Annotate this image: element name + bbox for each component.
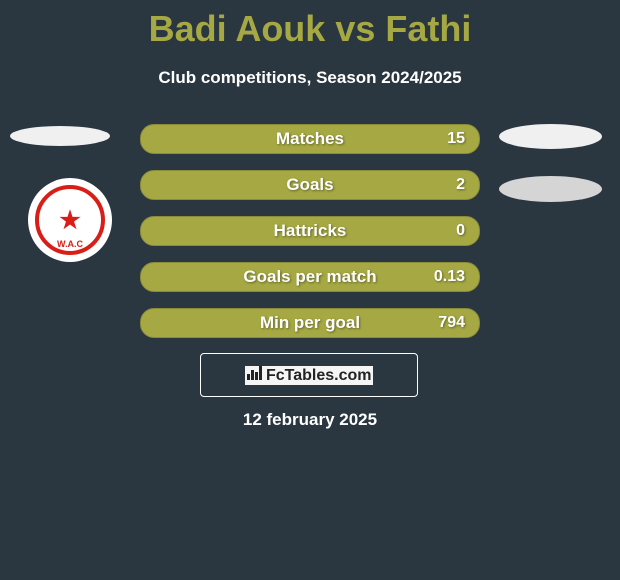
stat-label: Goals per match [243,267,376,287]
fctables-watermark: FcTables.com [200,353,418,397]
stat-label: Goals [286,175,333,195]
stat-value: 0 [456,222,465,240]
fctables-label: FcTables.com [245,366,374,385]
player-right-placeholder-2-icon [499,176,602,202]
stat-bar-matches: Matches 15 [140,124,480,154]
date-label: 12 february 2025 [0,410,620,430]
stat-value: 15 [447,130,465,148]
stat-bar-hattricks: Hattricks 0 [140,216,480,246]
fctables-text: FcTables.com [266,367,372,384]
stat-label: Hattricks [274,221,347,241]
stat-value: 0.13 [434,268,465,286]
comparison-title: Badi Aouk vs Fathi [0,0,620,50]
stats-container: Matches 15 Goals 2 Hattricks 0 Goals per… [140,124,480,354]
player-left-placeholder-icon [10,126,110,146]
stat-label: Matches [276,129,344,149]
player-right-placeholder-1-icon [499,124,602,149]
club-badge-star-icon: ★ [59,206,81,235]
stat-bar-goals-per-match: Goals per match 0.13 [140,262,480,292]
stat-value: 2 [456,176,465,194]
club-badge-text: W.A.C [57,239,83,249]
club-badge-inner-icon: ★ W.A.C [35,185,105,255]
bar-chart-icon [247,366,262,380]
stat-value: 794 [438,314,465,332]
comparison-subtitle: Club competitions, Season 2024/2025 [0,68,620,88]
club-badge-icon: ★ W.A.C [28,178,112,262]
stat-bar-min-per-goal: Min per goal 794 [140,308,480,338]
stat-bar-goals: Goals 2 [140,170,480,200]
stat-label: Min per goal [260,313,360,333]
